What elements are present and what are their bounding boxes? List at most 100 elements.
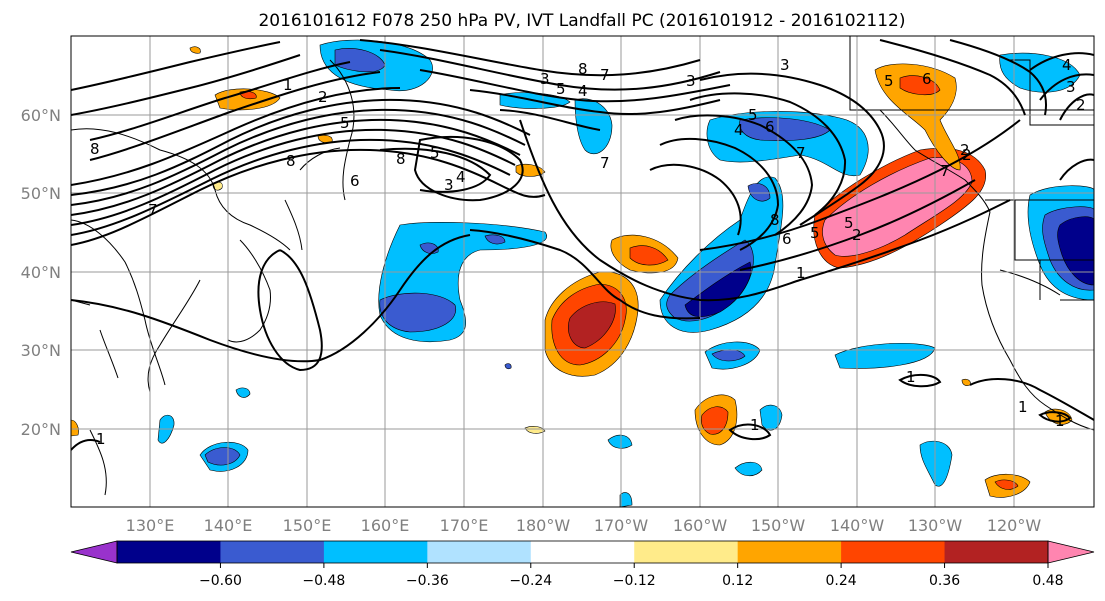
shade-blob — [379, 292, 457, 333]
contour-label: 3 — [444, 176, 454, 194]
lat-label: 60°N — [21, 106, 61, 125]
shade-blob — [189, 46, 201, 54]
colorbar-tick-label: −0.24 — [509, 573, 552, 589]
contour-label: 1 — [750, 416, 760, 434]
contour-label: 1 — [906, 368, 916, 386]
lon-label: 160°W — [673, 516, 728, 535]
contour-label: 5 — [556, 80, 566, 98]
contour-label: 2 — [1076, 96, 1086, 114]
contour-label: 8 — [578, 60, 588, 78]
shade-blob — [629, 245, 669, 266]
colorbar-tick-label: 0.48 — [1032, 573, 1063, 589]
contour-label: 5 — [884, 72, 894, 90]
shade-blob — [739, 117, 831, 141]
contour-label: 1 — [283, 76, 293, 94]
lat-label: 30°N — [21, 341, 61, 360]
contour-label: 8 — [286, 152, 296, 170]
map-frame — [70, 35, 1095, 508]
contour-label: 1 — [1055, 412, 1065, 430]
contour-label: 2 — [318, 88, 328, 106]
lat-label: 40°N — [21, 263, 61, 282]
shade-blob — [747, 183, 771, 202]
contour-label: 4 — [734, 121, 744, 139]
contour-label: 5 — [430, 144, 440, 162]
shade-blob — [214, 88, 281, 111]
lon-label: 170°W — [594, 516, 649, 535]
colorbar-swatch — [220, 541, 325, 563]
lon-label: 140°W — [830, 516, 885, 535]
contour-label: 7 — [148, 201, 158, 219]
lon-label: 160°E — [361, 516, 410, 535]
lon-label: 140°E — [204, 516, 253, 535]
lon-label: 130°E — [126, 516, 175, 535]
colorbar-tick-label: −0.60 — [199, 573, 242, 589]
contour-label: 3 — [1066, 78, 1076, 96]
contour-label: 8 — [770, 211, 780, 229]
contour-label: 3 — [540, 70, 550, 88]
contour-label: 2 — [962, 146, 972, 164]
contour-label: 6 — [350, 172, 360, 190]
pv-contours — [71, 39, 1094, 451]
contour-label: 1 — [96, 430, 106, 448]
contour-label: 6 — [782, 230, 792, 248]
lon-label: 170°E — [440, 516, 489, 535]
shade-blob — [524, 426, 546, 434]
shade-blob — [235, 387, 251, 398]
contour-label: 8 — [396, 150, 406, 168]
shade-blob — [568, 301, 616, 349]
contour-label: 4 — [578, 82, 588, 100]
colorbar-swatch — [530, 541, 635, 563]
latitude-labels: 60°N 50°N 40°N 30°N 20°N — [21, 106, 61, 439]
colorbar-swatch — [323, 541, 428, 563]
contour-label: 8 — [90, 140, 100, 158]
contour-label: 7 — [796, 144, 806, 162]
contour-label: 1 — [1018, 398, 1028, 416]
colorbar-tick-label: −0.36 — [406, 573, 449, 589]
colorbar-swatch — [427, 541, 532, 563]
shade-blob — [734, 461, 763, 477]
contour-label: 5 — [844, 214, 854, 232]
lon-label: 120°W — [987, 516, 1042, 535]
lon-label: 150°E — [283, 516, 332, 535]
lon-label: 180°W — [516, 516, 571, 535]
shade-blob — [1057, 216, 1094, 286]
longitude-labels: 130°E 140°E 150°E 160°E 170°E 180°W 170°… — [126, 516, 1042, 535]
contour-label: 7 — [600, 66, 610, 84]
colorbar-swatch — [634, 541, 739, 563]
contour-label: 2 — [960, 141, 970, 159]
contour-label: 1 — [796, 264, 806, 282]
colorbar-swatch — [944, 541, 1049, 563]
contour-label: 3 — [780, 56, 790, 74]
lat-label: 50°N — [21, 184, 61, 203]
contour-label: 5 — [748, 106, 758, 124]
shade-blob — [204, 447, 241, 466]
colorbar-swatch — [841, 541, 946, 563]
shade-blob — [484, 234, 506, 245]
contour-label: 2 — [852, 226, 862, 244]
colorbar-tick-label: 0.24 — [826, 573, 857, 589]
shade-blob — [607, 434, 633, 449]
contour-label: 6 — [922, 70, 932, 88]
contour-label: 6 — [765, 118, 775, 136]
colorbar: −0.60 −0.48 −0.36 −0.24 −0.12 0.12 0.24 0.36 0.4… — [70, 540, 1095, 589]
colorbar-min-extension — [71, 541, 117, 563]
colorbar-tick-label: −0.12 — [613, 573, 656, 589]
colorbar-tick-label: 0.36 — [929, 573, 960, 589]
contour-label: 4 — [456, 168, 466, 186]
figure-title: 2016101612 F078 250 hPa PV, IVT Landfall… — [258, 11, 905, 31]
lat-label: 20°N — [21, 420, 61, 439]
shade-blob — [899, 75, 941, 96]
shade-blob — [994, 479, 1019, 490]
colorbar-swatch — [117, 541, 221, 563]
shade-blob — [684, 261, 752, 318]
shade-blob — [504, 363, 512, 370]
contour-labels: 1 2 5 3 5 4 8 7 3 8 8 6 7 4 5 8 7 3 6 5 … — [90, 56, 1086, 448]
shade-blob — [700, 406, 729, 435]
contour-label: 7 — [940, 162, 950, 180]
colorbar-max-extension — [1048, 541, 1094, 563]
contour-label: 5 — [340, 114, 350, 132]
shade-blob — [71, 419, 79, 437]
contour-label: 4 — [1062, 56, 1072, 74]
lon-label: 130°W — [908, 516, 963, 535]
